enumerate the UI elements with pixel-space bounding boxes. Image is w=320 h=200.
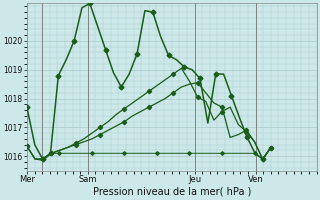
X-axis label: Pression niveau de la mer( hPa ): Pression niveau de la mer( hPa ) bbox=[92, 187, 251, 197]
